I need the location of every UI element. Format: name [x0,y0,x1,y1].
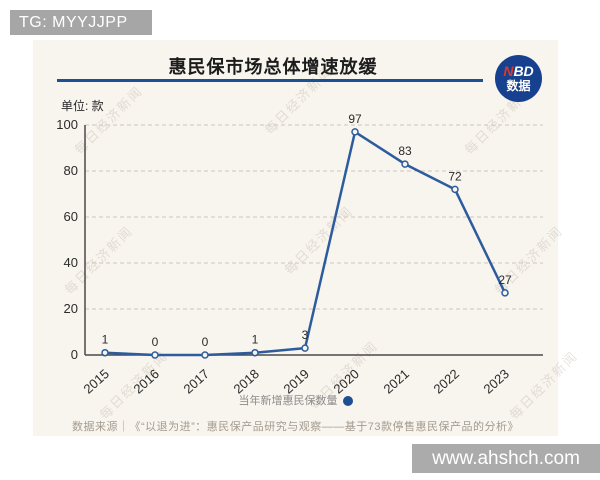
data-point-label: 72 [448,169,462,183]
data-point [251,348,259,357]
y-tick-label: 40 [64,255,78,270]
y-tick-label: 60 [64,209,78,224]
data-source-note: 数据来源｜《“以退为进”：惠民保产品研究与观察——基于73款停售惠民保产品的分析… [71,421,520,433]
legend-dot-icon [342,396,353,406]
title-underline [57,79,483,82]
nbd-logo: NBD 数据 [495,55,542,102]
y-tick-label: 100 [56,117,78,132]
site-watermark: www.ahshch.com [412,444,600,473]
data-point [351,128,359,136]
y-tick-label: 80 [64,163,78,178]
data-point [501,289,509,297]
data-point [451,185,459,194]
data-point-label: 3 [302,328,309,342]
nbd-logo-subtext: 数据 [506,79,531,93]
data-point [151,351,159,359]
tg-handle-badge: TG: MYYJJPP [10,10,152,35]
data-point-label: 83 [398,144,412,158]
data-point-label: 27 [498,273,512,287]
data-point-label: 97 [348,112,362,126]
chart-legend: 当年新增惠民保数量 [33,392,558,408]
legend-label: 当年新增惠民保数量 [238,395,338,407]
data-point [401,160,409,168]
data-point-label: 1 [102,333,109,347]
y-tick-label: 20 [64,301,78,316]
nbd-logo-text: NBD [503,63,534,79]
data-point [101,348,109,357]
y-tick-label: 0 [71,347,78,362]
data-line [104,130,507,357]
chart-card: 每日经济新闻 每日经济新闻 每日经济新闻 每日经济新闻 每日经济新闻 每日经济新… [33,40,581,436]
data-point [301,344,309,352]
y-axis-unit-label: 单位: 款 [61,99,104,113]
chart-title: 惠民保市场总体增速放缓 [168,57,378,77]
data-point [201,351,209,359]
data-point-label: 1 [252,333,259,347]
data-point-label: 0 [202,335,209,349]
data-point-label: 0 [152,335,159,349]
